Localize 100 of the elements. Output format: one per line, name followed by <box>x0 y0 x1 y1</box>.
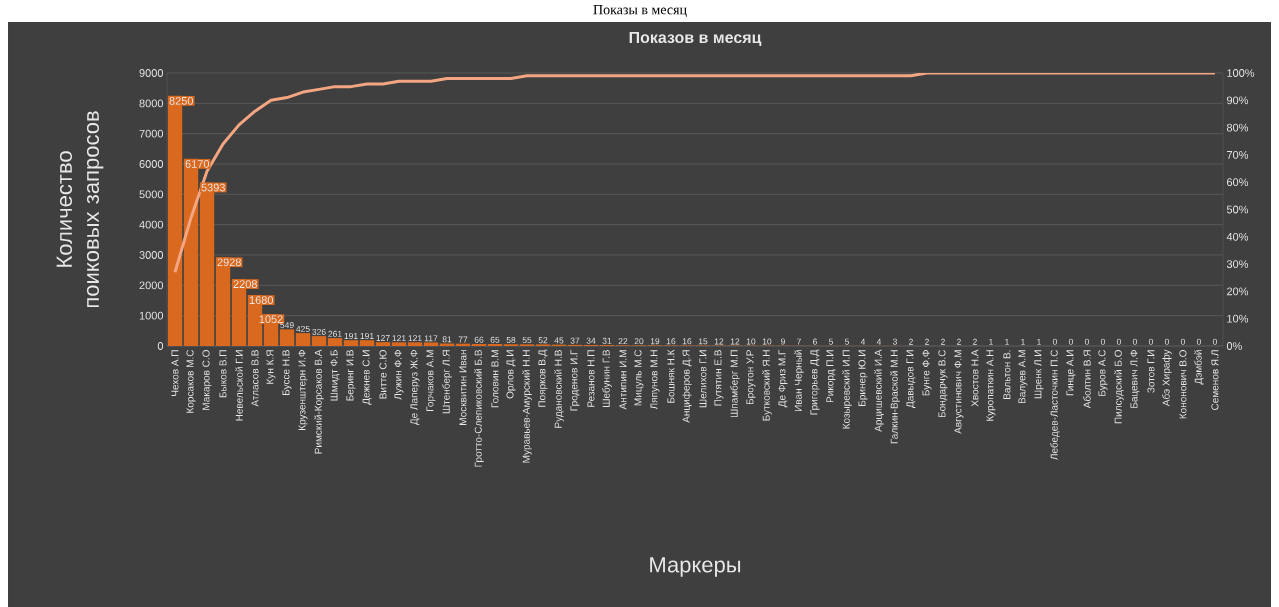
bar <box>391 342 407 346</box>
data-label: 0 <box>1132 338 1137 345</box>
y-tick-label: 4000 <box>139 220 164 229</box>
x-tick-label: Рудановский Н.В <box>554 350 564 428</box>
y2-tick-label: 80% <box>1226 123 1249 132</box>
x-tick-label: Хвостов Н.А <box>971 349 979 407</box>
data-label: 549 <box>280 322 294 329</box>
y-tick-label: 3000 <box>139 251 164 259</box>
y-tick-label: 0 <box>157 342 164 350</box>
data-label: 0 <box>1212 338 1217 345</box>
x-tick-label: Буссе Н.В <box>282 350 292 395</box>
data-label: 127 <box>376 335 390 341</box>
y2-tick-label: 20% <box>1227 287 1249 296</box>
x-tick-label: Гротто-Слепиковский Б.В <box>474 350 484 467</box>
y2-tick-label: 10% <box>1227 314 1249 323</box>
data-label: 3 <box>892 338 897 345</box>
x-tick-label: Бацевич Л.Ф <box>1130 350 1140 408</box>
data-label: 121 <box>408 335 422 342</box>
bar <box>407 342 423 346</box>
bar <box>311 336 327 346</box>
data-label: 16 <box>666 338 676 345</box>
data-label: 0 <box>1052 338 1057 345</box>
x-tick-label: Бринер Ю.И <box>858 350 868 406</box>
x-tick-label: Антипин И.М <box>619 350 627 410</box>
x-tick-label: Крузенштерн И.Ф <box>298 350 308 431</box>
chart-title: Показов в месяц <box>629 31 762 47</box>
x-tick-label: Поярков В.Д <box>538 349 548 407</box>
x-tick-label: Буров А.С <box>1098 349 1108 396</box>
x-tick-label: Валуев А.М <box>1018 350 1028 404</box>
x-tick-label: Головин В.М <box>491 350 499 408</box>
y-tick-label: 6000 <box>139 160 164 168</box>
x-tick-label: Москвитин Иван <box>459 350 467 425</box>
data-label: 10 <box>762 338 772 345</box>
x-tick-label: Козыревский И.П <box>842 350 852 429</box>
x-tick-label: Ляпунов М.Н <box>650 350 660 410</box>
x-tick-label: Лебедев-Ласточкин П.С <box>1050 349 1060 461</box>
x-tick-label: Витте С.Ю <box>379 350 387 399</box>
data-label: 45 <box>554 337 564 344</box>
x-tick-label: Атласов В.В <box>251 350 259 407</box>
data-label: 22 <box>618 338 628 345</box>
data-label: 66 <box>474 336 484 343</box>
data-label: 326 <box>312 328 326 335</box>
x-tick-label: Мицуль М.С <box>634 349 644 406</box>
x-tick-label: Дежнев С.И <box>362 350 372 405</box>
data-label: 1 <box>1037 338 1041 345</box>
y2-tick-label: 0% <box>1226 342 1242 350</box>
y-axis-title: Количество поиковых запросов <box>56 111 104 308</box>
data-label: 0 <box>1100 338 1105 345</box>
data-label: 4 <box>876 338 882 345</box>
data-label: 6170 <box>185 160 210 168</box>
bar <box>423 342 439 346</box>
x-tick-label: Пилсудский Б.О <box>1114 349 1124 424</box>
data-label: 121 <box>392 335 406 342</box>
x-tick-label: Муравьев-Амурский Н.Н <box>522 350 532 463</box>
x-tick-label: Арцишевский И.А <box>874 349 884 432</box>
x-tick-label: Шелихов Г.И <box>699 350 707 408</box>
x-tick-label: Давыдов Г.И <box>906 350 916 408</box>
x-tick-label: Григорьев Д.Д <box>810 349 820 415</box>
data-label: 2 <box>957 338 961 345</box>
x-tick-label: Броутон У.Р <box>746 350 756 405</box>
data-label: 1680 <box>249 296 274 305</box>
y2-tick-label: 90% <box>1226 96 1249 105</box>
data-label: 0 <box>1068 338 1073 345</box>
data-label: 12 <box>730 338 740 345</box>
data-label: 77 <box>458 336 468 343</box>
data-label: 0 <box>1116 338 1121 345</box>
text: Показы в месяц <box>593 5 687 17</box>
y-tick-label: 2000 <box>139 281 164 290</box>
data-label: 6 <box>813 338 817 345</box>
x-tick-label: Орлов Д.И <box>506 350 516 399</box>
data-label: 261 <box>328 330 342 337</box>
x-axis-title: Маркеры <box>650 557 741 577</box>
x-tick-label: Беринг И.В <box>346 350 356 401</box>
data-label: 0 <box>1196 338 1201 345</box>
y2-tick-label: 70% <box>1227 151 1249 159</box>
data-label: 20 <box>634 338 644 345</box>
data-label: 7 <box>797 338 801 345</box>
x-tick-label: Штенберг Л.Я <box>442 350 452 414</box>
data-label: 2928 <box>217 258 241 267</box>
y-tick-label: 1000 <box>139 311 164 320</box>
bar <box>471 343 487 346</box>
y2-tick-label: 50% <box>1226 205 1249 214</box>
x-tick-label: Гроденов И.Г <box>570 349 580 411</box>
x-tick-label: Иван Черный <box>794 350 804 412</box>
data-label: 425 <box>296 325 310 332</box>
x-tick-label: Анциферов Д.Я <box>682 350 692 423</box>
data-label: 5393 <box>201 183 225 192</box>
data-label: 2 <box>973 338 977 345</box>
data-label: 1 <box>989 338 993 345</box>
data-label: 8250 <box>169 96 194 105</box>
x-tick-label: Гинце А.И <box>1066 350 1076 396</box>
y2-tick-label: 100% <box>1227 69 1255 77</box>
data-label: 12 <box>714 338 724 345</box>
data-label: 1052 <box>259 315 283 324</box>
data-label: 0 <box>1148 338 1153 345</box>
bar <box>343 340 359 346</box>
data-label: 65 <box>490 336 500 343</box>
data-label: 2 <box>925 338 929 345</box>
data-label: 37 <box>570 337 580 344</box>
data-label: 0 <box>1084 338 1089 345</box>
